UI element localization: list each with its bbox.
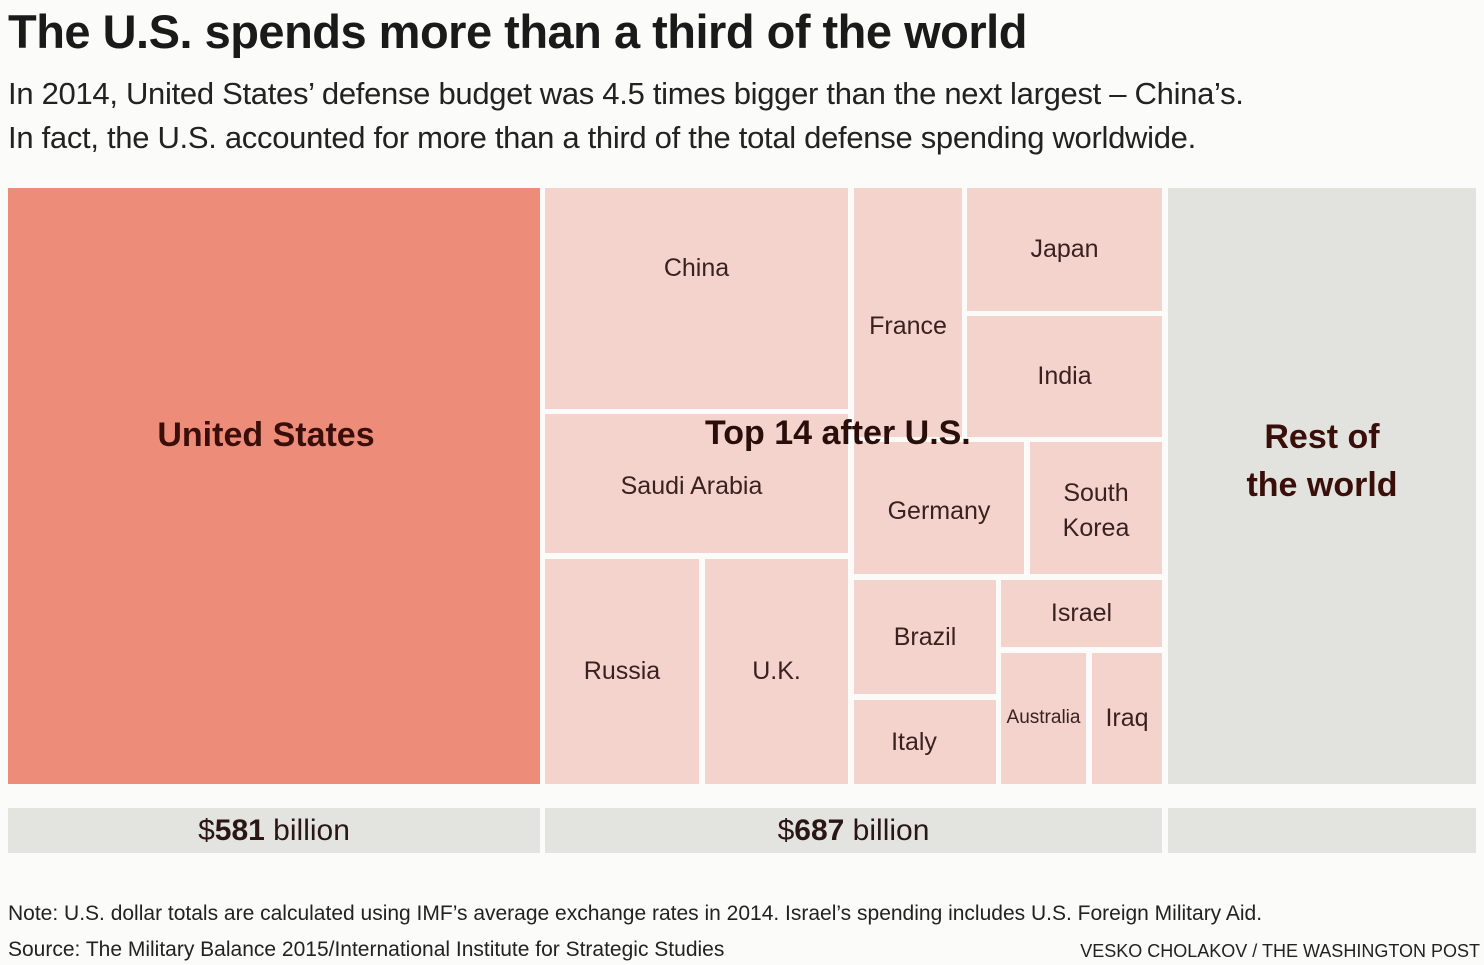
footer-credit: VESKO CHOLAKOV / THE WASHINGTON POST bbox=[1080, 941, 1480, 961]
tile-label: Germany bbox=[887, 496, 991, 525]
tile-label: Israel bbox=[1050, 599, 1113, 627]
chart-subtitle-line-1: In 2014, United States’ defense budget w… bbox=[8, 76, 1244, 111]
total-prefix: $ bbox=[198, 813, 215, 847]
tile-label: South Korea bbox=[1062, 479, 1130, 542]
total-bar-rest bbox=[1168, 808, 1476, 853]
total-bar-top-14: $687 billion bbox=[545, 808, 1162, 853]
tile-saudi-arabia: Saudi Arabia bbox=[545, 414, 848, 553]
chart-title: The U.S. spends more than a third of the… bbox=[8, 5, 1027, 58]
tile-israel: Israel bbox=[1001, 580, 1162, 647]
tile-label: United States bbox=[157, 416, 375, 455]
tile-russia: Russia bbox=[545, 559, 699, 784]
total-value: 687 bbox=[794, 813, 845, 847]
tile-label: U.K. bbox=[752, 657, 801, 685]
tile-iraq: Iraq bbox=[1092, 653, 1162, 784]
tile-uk: U.K. bbox=[705, 559, 848, 784]
tile-india: India bbox=[967, 316, 1162, 437]
tile-china: China bbox=[545, 188, 848, 409]
footer-note: Note: U.S. dollar totals are calculated … bbox=[8, 902, 1263, 925]
footer-source: Source: The Military Balance 2015/Intern… bbox=[8, 938, 725, 961]
tile-label: Australia bbox=[1006, 707, 1081, 729]
total-bar-us: $581 billion bbox=[8, 808, 540, 853]
tile-label-line-1: Rest of bbox=[1264, 418, 1380, 456]
tile-south-korea: South Korea bbox=[1030, 442, 1162, 574]
total-value: 581 bbox=[214, 813, 265, 847]
tile-italy: Italy bbox=[854, 700, 996, 784]
total-prefix: $ bbox=[777, 813, 795, 847]
tile-australia: Australia bbox=[1001, 653, 1086, 784]
tile-united-states: United States bbox=[8, 188, 540, 784]
group-label-top-14: Top 14 after U.S. bbox=[705, 414, 971, 452]
tile-label: Italy bbox=[891, 727, 937, 756]
tile-rest-of-world: Rest of the world bbox=[1168, 188, 1476, 784]
total-suffix: billion bbox=[264, 813, 350, 847]
tile-label: China bbox=[663, 254, 730, 282]
tile-label: Russia bbox=[583, 657, 661, 685]
tile-germany: Germany bbox=[854, 442, 1024, 574]
tile-label: Saudi Arabia bbox=[620, 472, 763, 500]
tile-france: France bbox=[854, 188, 962, 437]
total-suffix: billion bbox=[844, 813, 930, 847]
chart-subtitle-line-2: In fact, the U.S. accounted for more tha… bbox=[8, 120, 1196, 155]
tile-label: Brazil bbox=[893, 622, 957, 651]
tile-label: France bbox=[869, 312, 947, 340]
tile-japan: Japan bbox=[967, 188, 1162, 311]
tile-label-line-2: the world bbox=[1246, 465, 1398, 504]
tile-label: Iraq bbox=[1105, 704, 1149, 732]
tile-brazil: Brazil bbox=[854, 580, 996, 694]
tile-label: India bbox=[1037, 362, 1092, 390]
tile-label: Japan bbox=[1030, 235, 1099, 263]
